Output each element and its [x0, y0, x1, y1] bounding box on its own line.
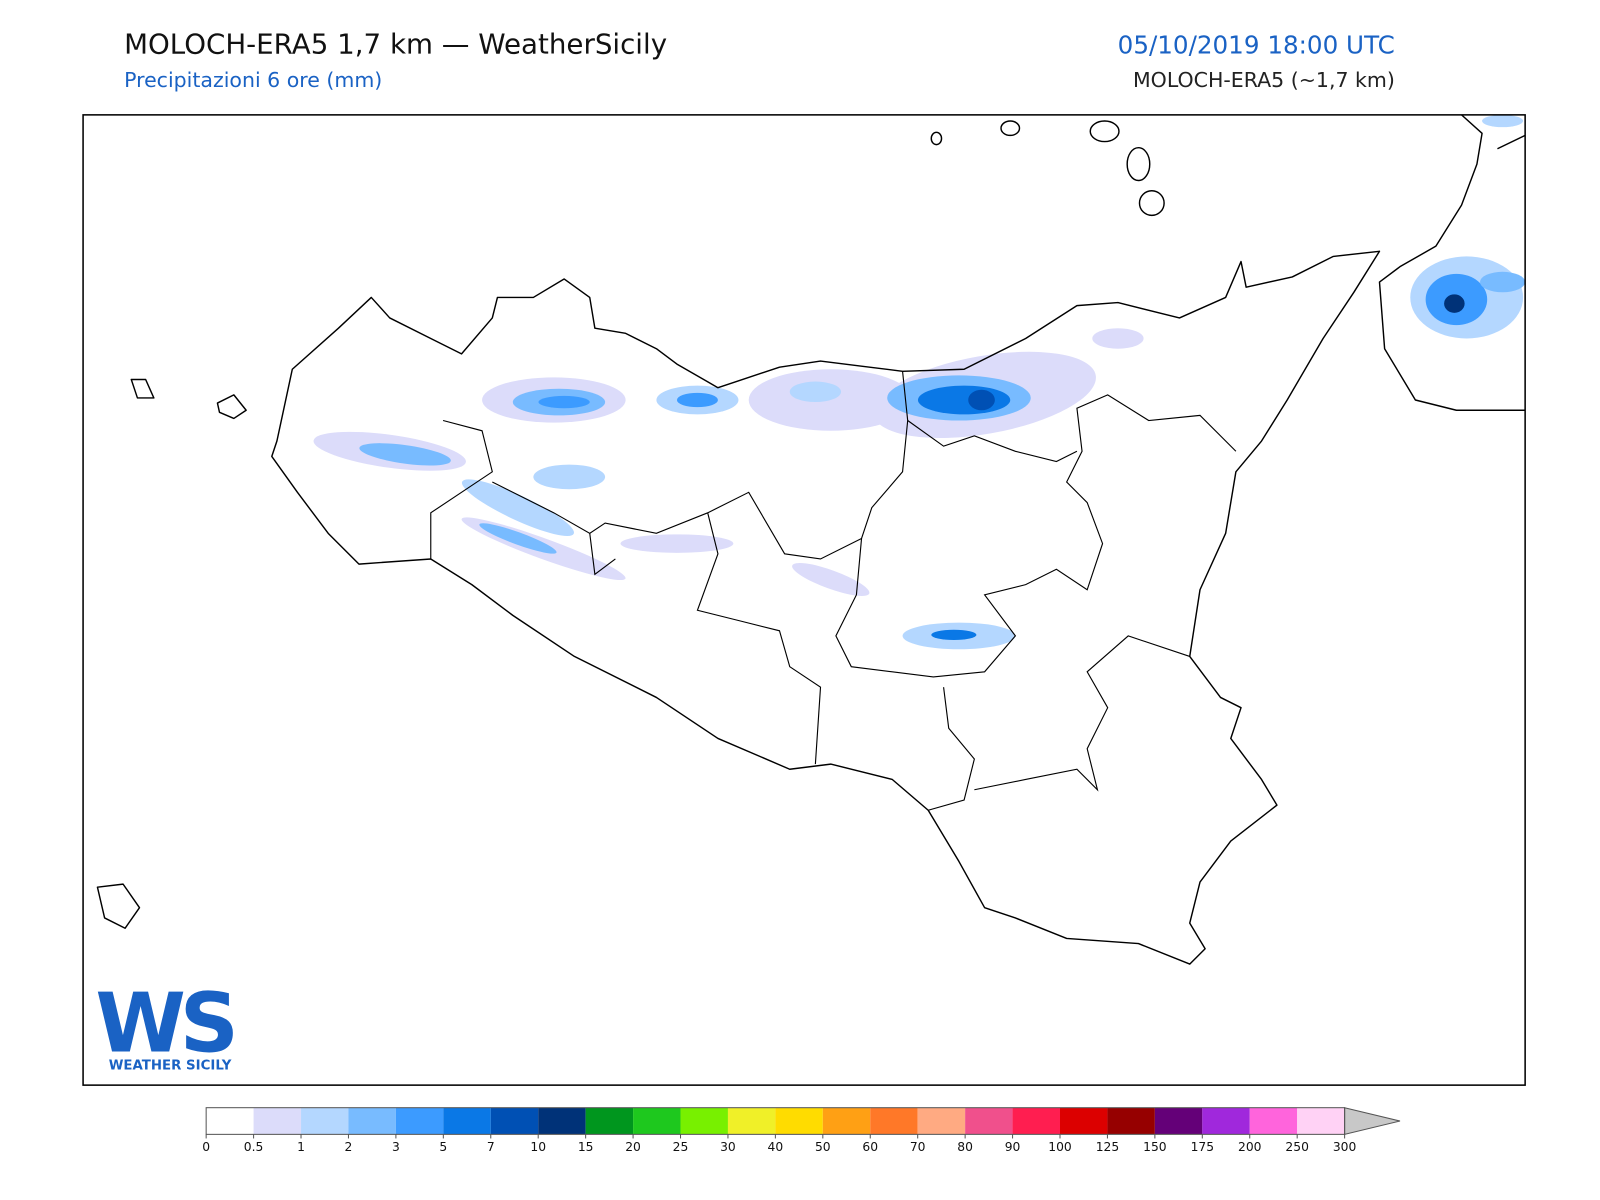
colorbar-tick-label: 60: [862, 1140, 878, 1154]
logo-caption: WEATHER SICILY: [109, 1059, 232, 1074]
subtitle: Precipitazioni 6 ore (mm): [124, 68, 382, 92]
colorbar-tick-label: 90: [1005, 1140, 1021, 1154]
colorbar-tick-label: 40: [768, 1140, 784, 1154]
colorbar-tick-label: 3: [392, 1140, 400, 1154]
colorbar-tick-label: 175: [1191, 1140, 1214, 1154]
colorbar-bin: [538, 1107, 586, 1135]
colorbar-tick-label: 200: [1238, 1140, 1261, 1154]
colorbar-tick-label: 30: [720, 1140, 736, 1154]
colorbar-bin: [1154, 1107, 1203, 1135]
map-area: [96, 114, 1526, 965]
colorbar-bin: [1107, 1107, 1155, 1135]
colorbar-bin: [395, 1107, 444, 1135]
colorbar-tick-label: 7: [487, 1140, 495, 1154]
colorbar-bin: [822, 1107, 871, 1135]
colorbar-tick-label: 0.5: [244, 1140, 264, 1154]
colorbar-tick-label: 125: [1096, 1140, 1119, 1154]
colorbar-tick-label: 15: [578, 1140, 594, 1154]
colorbar-bin: [965, 1107, 1013, 1135]
colorbar-bin: [1297, 1107, 1345, 1135]
colorbar-bin: [443, 1107, 491, 1135]
calabria-coastline: [1378, 114, 1526, 411]
model-name: MOLOCH-ERA5 (~1,7 km): [1133, 68, 1395, 92]
colorbar-tick-label: 1: [297, 1140, 305, 1154]
colorbar-bin: [633, 1107, 681, 1135]
colorbar-bin: [253, 1107, 302, 1135]
map-frame: [82, 114, 1526, 1086]
colorbar-tick-label: 50: [815, 1140, 831, 1154]
colorbar-tick-label: 20: [625, 1140, 641, 1154]
colorbar-tick-label: 150: [1143, 1140, 1166, 1154]
colorbar-bin: [1249, 1107, 1298, 1135]
islands: [96, 120, 1165, 929]
title: MOLOCH-ERA5 1,7 km — WeatherSicily: [124, 27, 667, 60]
colorbar-bin: [206, 1107, 254, 1135]
colorbar-bin: [585, 1107, 634, 1135]
colorbar-bin: [727, 1107, 776, 1135]
colorbar-tick-label: 2: [345, 1140, 353, 1154]
logo-mark: WS: [95, 976, 233, 1071]
colorbar-bin: [917, 1107, 966, 1135]
colorbar-tick-label: 5: [439, 1140, 447, 1154]
colorbar-tick-label: 80: [957, 1140, 973, 1154]
province-borders: [430, 371, 1237, 811]
colorbar-bin: [1012, 1107, 1060, 1135]
colorbar-tick-label: 100: [1048, 1140, 1071, 1154]
colorbar-bin: [680, 1107, 728, 1135]
colorbar-tick-label: 25: [673, 1140, 689, 1154]
colorbar: 0 0.5 1 2 3 5 7 10 15 20 25 30 40 50 60 70 80 90 100 125 150…: [202, 1107, 1401, 1154]
precipitation: [313, 114, 1526, 650]
colorbar-bin: [775, 1107, 823, 1135]
colorbar-bin: [870, 1107, 918, 1135]
colorbar-tick-label: 10: [530, 1140, 546, 1154]
colorbar-tick-label: 300: [1333, 1140, 1356, 1154]
sicily-coastline: [271, 250, 1381, 965]
colorbar-tick-label: 250: [1285, 1140, 1308, 1154]
logo: WS WEATHER SICILY: [95, 976, 239, 1074]
colorbar-bin: [1202, 1107, 1250, 1135]
valid-time: 05/10/2019 18:00 UTC: [1118, 30, 1395, 59]
colorbar-bin: [490, 1107, 539, 1135]
colorbar-bin: [1060, 1107, 1108, 1135]
colorbar-bin: [348, 1107, 396, 1135]
colorbar-bin: [301, 1107, 349, 1135]
colorbar-tick-label: 0: [202, 1140, 210, 1154]
colorbar-extend: [1344, 1107, 1401, 1136]
colorbar-tick-label: 70: [910, 1140, 926, 1154]
